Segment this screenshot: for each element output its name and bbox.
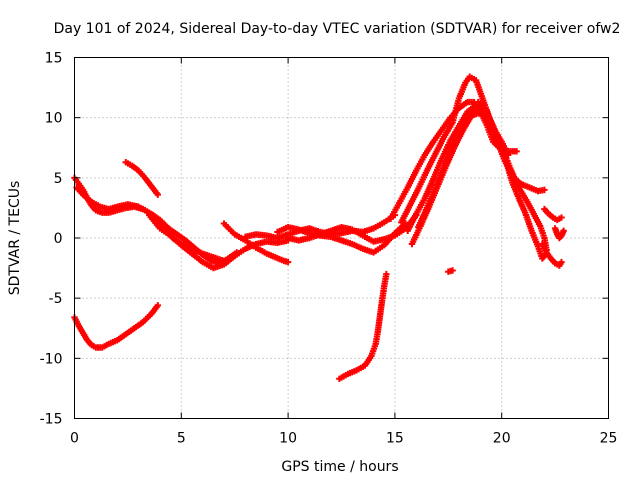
series-track-c-midday [146, 211, 292, 272]
series-track-d-midday [220, 220, 292, 266]
y-axis-label: SDTVAR / TECUs [7, 181, 23, 296]
data-point [560, 227, 567, 234]
data-point [154, 302, 162, 309]
x-tick-label: 20 [493, 431, 511, 447]
series-track-k-small [445, 267, 456, 275]
y-tick-label: 0 [54, 231, 63, 247]
series-track-s-late-right [551, 225, 567, 242]
grid-lines [74, 57, 609, 419]
chart-title: Day 101 of 2024, Sidereal Day-to-day VTE… [54, 21, 621, 37]
axes: 0 5 10 15 20 25 -15 -10 -5 0 5 10 15 [40, 51, 618, 447]
data-point [284, 258, 292, 266]
y-tick-label: 15 [45, 51, 63, 67]
series-track-i-lower-left [71, 302, 162, 351]
data-point [513, 148, 520, 155]
y-tick-label: 5 [54, 171, 63, 187]
data-point [154, 191, 162, 198]
data-point [383, 270, 390, 278]
plot-frame [74, 57, 609, 419]
series-track-b-morning [73, 184, 228, 265]
y-tick-label: -10 [40, 351, 63, 367]
series-track-q-late-right [541, 205, 565, 224]
series-track-h-upper-left [122, 158, 162, 198]
data-point [541, 186, 548, 194]
x-axis-label: GPS time / hours [281, 459, 398, 475]
y-tick-label: -5 [49, 291, 63, 307]
data-points [71, 73, 567, 382]
y-tick-label: -15 [40, 412, 63, 428]
x-tick-label: 15 [386, 431, 404, 447]
data-point [558, 258, 565, 266]
x-tick-label: 5 [177, 431, 186, 447]
x-tick-label: 0 [70, 431, 79, 447]
x-tick-label: 10 [279, 431, 297, 447]
data-point [558, 214, 565, 221]
data-point [449, 267, 456, 274]
series-track-g-midday [284, 211, 420, 245]
y-tick-label: 10 [45, 111, 63, 127]
x-tick-label: 25 [600, 431, 618, 447]
series-track-p-peak [415, 98, 548, 231]
series-track-r-late-right [539, 240, 565, 269]
series-track-j-rising [336, 270, 390, 382]
